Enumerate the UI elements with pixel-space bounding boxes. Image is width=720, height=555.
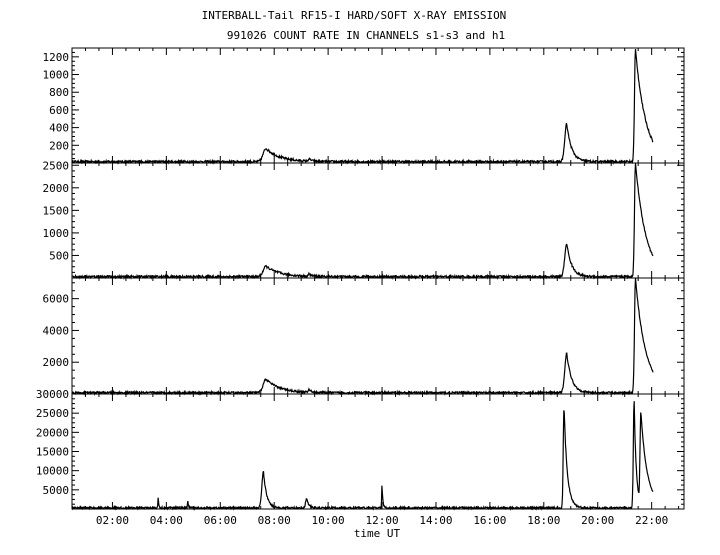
x-tick-label: 20:00	[581, 514, 614, 527]
series-line	[71, 48, 654, 166]
y-tick-label: 1200	[43, 51, 70, 64]
panel-frame	[71, 162, 685, 279]
y-tick-label: 200	[49, 139, 69, 152]
panel-frame	[71, 393, 685, 510]
y-tick-label: 800	[49, 86, 69, 99]
y-tick-label: 1000	[43, 227, 70, 240]
y-tick-label: 1500	[43, 204, 70, 217]
x-tick-label: 08:00	[258, 514, 291, 527]
x-tick-label: 02:00	[96, 514, 129, 527]
panel-3: 2000 4000 6000	[43, 277, 685, 397]
x-tick-label: 22:00	[635, 514, 668, 527]
y-tick-label: 10000	[36, 465, 69, 478]
x-tick-label: 10:00	[312, 514, 345, 527]
y-tick-label: 2500	[43, 159, 70, 172]
series-line	[71, 277, 654, 397]
y-tick-label: 2000	[43, 182, 70, 195]
panel-1: 200 400 600 800 1000 1200	[43, 47, 685, 166]
y-tick-label: 600	[49, 104, 69, 117]
y-tick-label: 1000	[43, 69, 70, 82]
y-tick-label: 20000	[36, 426, 69, 439]
y-tick-label: 15000	[36, 446, 69, 459]
chart-subtitle: 991026 COUNT RATE IN CHANNELS s1-s3 and …	[227, 29, 505, 42]
panel-frame	[71, 277, 685, 395]
y-tick-label: 4000	[43, 324, 70, 337]
y-tick-label: 30000	[36, 388, 69, 401]
panel-2: 500 1000 1500 2000 2500	[43, 159, 685, 281]
x-tick-label: 12:00	[365, 514, 398, 527]
y-tick-label: 2000	[43, 356, 70, 369]
y-tick-label: 500	[49, 249, 69, 262]
x-tick-label: 14:00	[419, 514, 452, 527]
series-line	[71, 401, 654, 512]
series-line	[71, 162, 654, 281]
x-axis-title: time UT	[354, 527, 401, 540]
y-tick-label: 6000	[43, 293, 70, 306]
x-tick-label: 16:00	[473, 514, 506, 527]
x-tick-label: 18:00	[527, 514, 560, 527]
x-tick-label: 06:00	[204, 514, 237, 527]
panel-4: 5000 10000 15000 20000 25000 30000	[36, 388, 685, 512]
chart-title: INTERBALL-Tail RF15-I HARD/SOFT X-RAY EM…	[202, 9, 507, 22]
x-tick-label: 04:00	[150, 514, 183, 527]
chart-panels: 2004006008001000120050010001500200025002…	[36, 47, 685, 527]
y-tick-label: 5000	[43, 484, 70, 497]
panel-frame	[71, 47, 685, 164]
y-tick-label: 25000	[36, 407, 69, 420]
y-tick-label: 400	[49, 122, 69, 135]
